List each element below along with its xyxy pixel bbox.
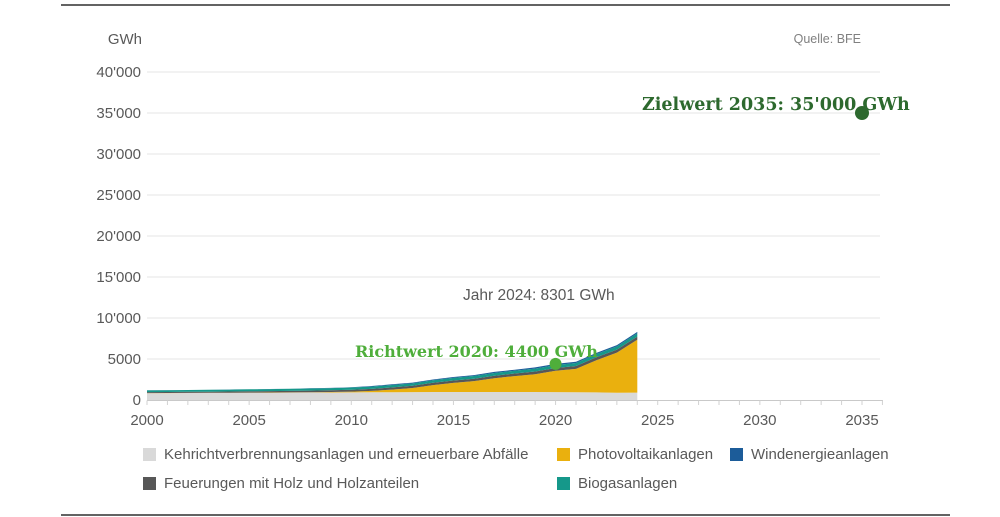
svg-text:30'000: 30'000: [96, 146, 141, 163]
kehricht-swatch-icon: [143, 448, 156, 461]
svg-text:2030: 2030: [743, 412, 776, 429]
svg-text:2000: 2000: [130, 412, 163, 429]
legend-item-kehricht: Kehrichtverbrennungsanlagen und erneuerb…: [143, 446, 557, 463]
svg-text:2010: 2010: [335, 412, 368, 429]
holz-swatch-icon: [143, 477, 156, 490]
bottom-divider: [61, 514, 950, 516]
legend-item-photovoltaik: Photovoltaikanlagen: [557, 446, 730, 463]
legend-label: Photovoltaikanlagen: [578, 446, 714, 463]
legend-label: Kehrichtverbrennungsanlagen und erneuerb…: [164, 446, 529, 463]
svg-text:2035: 2035: [845, 412, 878, 429]
legend-label: Feuerungen mit Holz und Holzanteilen: [164, 475, 420, 492]
biogas-swatch-icon: [557, 477, 570, 490]
svg-text:2025: 2025: [641, 412, 674, 429]
svg-text:5000: 5000: [108, 351, 141, 368]
photovoltaik-swatch-icon: [557, 448, 570, 461]
annotation-jahr-2024: Jahr 2024: 8301 GWh: [463, 287, 615, 304]
svg-text:2020: 2020: [539, 412, 572, 429]
top-divider: [61, 4, 950, 6]
svg-text:10'000: 10'000: [96, 310, 141, 327]
legend-item-windenergie: Windenergieanlagen: [730, 446, 889, 463]
windenergie-swatch-icon: [730, 448, 743, 461]
svg-text:15'000: 15'000: [96, 269, 141, 286]
source-label: Quelle: BFE: [793, 32, 861, 46]
svg-text:35'000: 35'000: [96, 105, 141, 122]
y-axis-unit-label: GWh: [107, 31, 142, 48]
legend-label: Biogasanlagen: [578, 475, 678, 492]
legend-item-holz: Feuerungen mit Holz und Holzanteilen: [143, 475, 557, 492]
svg-text:25'000: 25'000: [96, 187, 141, 204]
svg-text:0: 0: [133, 392, 141, 409]
svg-text:40'000: 40'000: [96, 64, 141, 81]
legend: Kehrichtverbrennungsanlagen und erneuerb…: [143, 446, 889, 492]
annotation-zielwert-2035: Zielwert 2035: 35'000 GWh: [642, 95, 910, 115]
legend-label: Windenergieanlagen: [751, 446, 889, 463]
annotation-richtwert-2020: Richtwert 2020: 4400 GWh: [355, 342, 598, 361]
svg-text:2015: 2015: [437, 412, 470, 429]
svg-text:2005: 2005: [232, 412, 265, 429]
svg-text:20'000: 20'000: [96, 228, 141, 245]
legend-item-biogas: Biogasanlagen: [557, 475, 730, 492]
